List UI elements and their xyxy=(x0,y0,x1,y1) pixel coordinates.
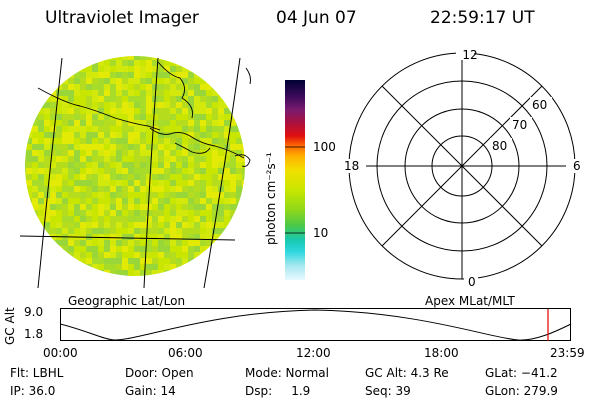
time-tick-2359: 23:59 xyxy=(550,346,585,360)
lat-label-70: 70 xyxy=(512,118,527,132)
info-gc-alt: GC Alt: 4.3 Re xyxy=(365,366,449,380)
altitude-tick-9: 9.0 xyxy=(24,305,44,319)
date-label: 04 Jun 07 xyxy=(276,8,357,28)
altitude-tick-1-8: 1.8 xyxy=(24,327,44,341)
info-glon: GLon: 279.9 xyxy=(485,384,558,398)
time-tick-0600: 06:00 xyxy=(168,346,203,360)
lat-label-80: 80 xyxy=(492,139,507,153)
colorbar-label: photon cm⁻²s⁻¹ xyxy=(264,152,278,245)
colorbar-tick-10: 10 xyxy=(313,226,329,240)
geographic-panel-label: Geographic Lat/Lon xyxy=(68,294,186,308)
polar-panel-label: Apex MLat/MLT xyxy=(425,294,515,308)
colorbar-gradient xyxy=(285,80,305,280)
polar-grid xyxy=(348,52,576,280)
instrument-title: Ultraviolet Imager xyxy=(45,8,199,28)
info-glat: GLat: −41.2 xyxy=(485,366,558,380)
altitude-strip-plot xyxy=(60,308,572,341)
altitude-curve xyxy=(60,309,572,341)
lat-label-60: 60 xyxy=(532,98,547,112)
info-filter: Flt: LBHL xyxy=(10,366,64,380)
mlt-label-0: 0 xyxy=(468,275,476,289)
info-door: Door: Open xyxy=(125,366,194,380)
time-tick-1200: 12:00 xyxy=(296,346,331,360)
geographic-image-panel xyxy=(20,56,251,288)
info-seq: Seq: 39 xyxy=(365,384,411,398)
info-dsp: Dsp: 1.9 xyxy=(245,384,311,398)
coastline xyxy=(37,61,251,167)
lat-lon-grid xyxy=(20,57,241,288)
time-tick-1800: 18:00 xyxy=(424,346,459,360)
mlt-label-18: 18 xyxy=(344,159,359,173)
mlt-label-12: 12 xyxy=(462,48,477,62)
info-ip: IP: 36.0 xyxy=(10,384,56,398)
info-gain: Gain: 14 xyxy=(125,384,176,398)
mlt-label-6: 6 xyxy=(573,159,581,173)
info-mode: Mode: Normal xyxy=(245,366,329,380)
time-label: 22:59:17 UT xyxy=(430,8,535,28)
time-tick-0000: 00:00 xyxy=(43,346,78,360)
altitude-axis-label: GC Alt xyxy=(3,307,17,345)
colorbar-tick-100: 100 xyxy=(313,140,336,154)
polar-plot: 12 18 6 0 60 70 80 xyxy=(340,48,586,289)
colorbar xyxy=(285,80,305,280)
